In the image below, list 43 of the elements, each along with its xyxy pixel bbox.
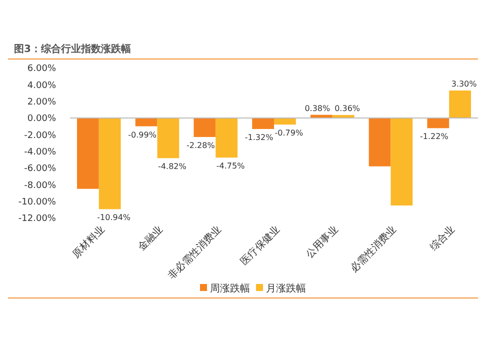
data-label: 0.36% xyxy=(334,104,360,113)
y-tick-label: 0.00% xyxy=(27,114,56,124)
y-tick-label: 6.00% xyxy=(27,64,56,74)
y-tick-label: -4.00% xyxy=(24,147,56,158)
bar xyxy=(252,118,274,129)
y-tick-label: -10.00% xyxy=(18,197,56,208)
data-label: 0.38% xyxy=(304,104,331,113)
bar xyxy=(157,118,180,158)
data-label: -1.22% xyxy=(420,132,449,142)
x-tick-label: 原材料业 xyxy=(70,224,108,260)
data-label: -4.75% xyxy=(216,162,246,171)
data-label: -2.28% xyxy=(186,141,216,150)
bar xyxy=(194,118,216,137)
bar xyxy=(390,118,413,206)
data-label: -10.94% xyxy=(97,213,131,222)
data-label: -0.99% xyxy=(128,130,157,140)
y-tick-label: 4.00% xyxy=(27,80,56,91)
bar xyxy=(98,118,121,210)
y-tick-label: -2.00% xyxy=(24,130,56,141)
x-tick-label: 综合业 xyxy=(428,224,458,254)
bar xyxy=(427,118,450,128)
x-tick-label: 医疗保健业 xyxy=(238,224,282,268)
y-tick-label: -12.00% xyxy=(18,214,56,224)
x-tick-label: 必需性消费业 xyxy=(348,224,399,275)
legend-label: 周涨跌幅 xyxy=(210,282,250,294)
bar xyxy=(274,118,296,125)
data-label: -0.79% xyxy=(274,128,304,138)
bar xyxy=(135,118,158,126)
bar xyxy=(449,90,471,118)
bar xyxy=(216,118,238,158)
chart-title: 图3：综合行业指数涨跌幅 xyxy=(14,43,131,55)
legend-label: 月涨跌幅 xyxy=(266,282,306,294)
x-tick-label: 公用事业 xyxy=(304,224,340,260)
bar xyxy=(368,118,391,166)
data-label: -1.32% xyxy=(244,133,274,142)
bar xyxy=(77,118,99,189)
y-tick-label: 2.00% xyxy=(27,97,56,108)
y-tick-label: -6.00% xyxy=(24,164,56,174)
data-label: -4.82% xyxy=(158,162,187,172)
data-label: 3.30% xyxy=(451,80,478,88)
y-tick-label: -8.00% xyxy=(24,180,56,191)
x-tick-label: 金融业 xyxy=(136,224,166,254)
x-tick-label: 非必需性消费业 xyxy=(166,224,224,282)
